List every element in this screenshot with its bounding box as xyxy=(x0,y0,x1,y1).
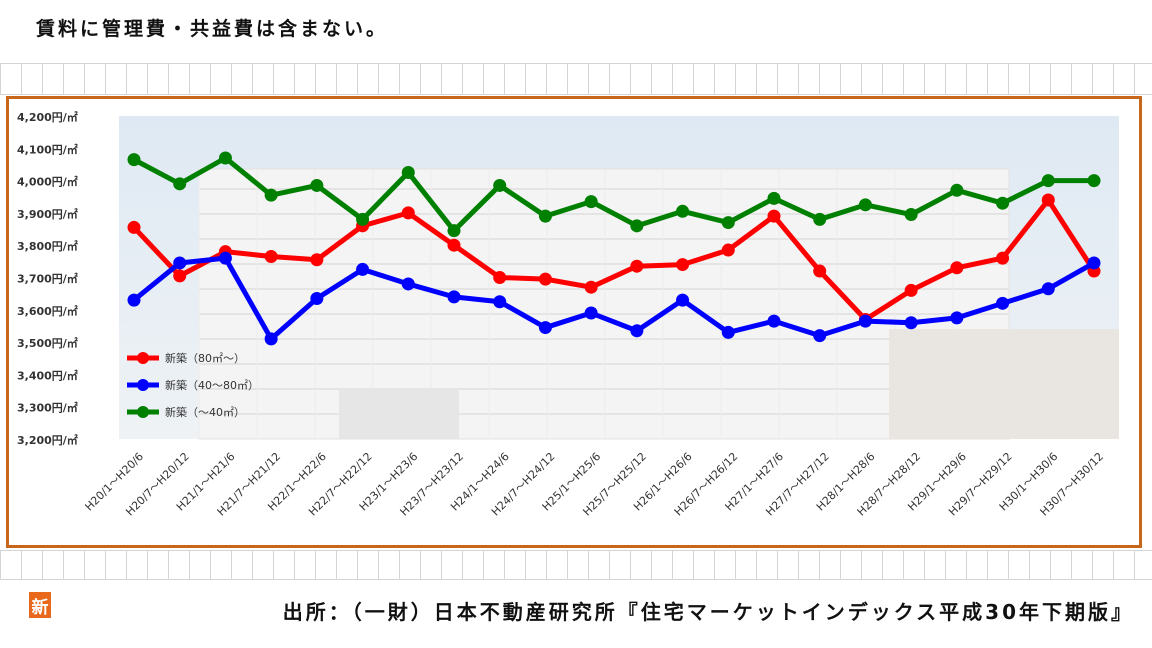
data-point xyxy=(858,314,872,328)
data-point xyxy=(721,216,735,230)
data-point xyxy=(767,191,781,205)
data-point xyxy=(493,295,507,309)
data-point xyxy=(173,256,187,270)
data-point xyxy=(767,314,781,328)
legend-label: 新築（80㎡～） xyxy=(165,351,245,365)
data-point xyxy=(173,177,187,191)
grid-strip-top xyxy=(0,63,1152,95)
y-tick-label: 3,900円/㎡ xyxy=(17,207,78,221)
data-point xyxy=(1041,174,1055,188)
data-point xyxy=(1041,282,1055,296)
foreground-building xyxy=(339,389,459,439)
series-line-2 xyxy=(132,255,1096,342)
legend-label: 新築（40～80㎡） xyxy=(165,378,259,392)
data-point xyxy=(676,293,690,307)
y-tick-label: 3,300円/㎡ xyxy=(17,401,78,415)
data-point xyxy=(584,306,598,320)
right-building xyxy=(889,329,1119,439)
data-point xyxy=(447,238,461,252)
data-point xyxy=(676,204,690,218)
y-tick-label: 4,100円/㎡ xyxy=(17,142,78,156)
chart-frame: 4,200円/㎡ 4,100円/㎡ 4,000円/㎡ 3,900円/㎡ 3,800円/㎡… xyxy=(6,96,1142,618)
data-point xyxy=(310,178,324,192)
data-point xyxy=(584,280,598,294)
data-point xyxy=(264,332,278,346)
data-point xyxy=(264,188,278,202)
data-point xyxy=(813,329,827,343)
data-point xyxy=(401,166,415,180)
y-tick-label: 3,600円/㎡ xyxy=(17,304,78,318)
legend-swatch-marker xyxy=(137,352,149,364)
data-point xyxy=(447,290,461,304)
data-point xyxy=(264,250,278,264)
data-point xyxy=(996,196,1010,210)
data-point xyxy=(950,311,964,325)
data-point xyxy=(950,183,964,197)
data-point xyxy=(904,316,918,330)
y-tick-label: 4,200円/㎡ xyxy=(17,110,78,124)
data-point xyxy=(310,291,324,305)
data-point xyxy=(950,261,964,275)
data-point xyxy=(218,251,232,265)
note-text: 賃料に管理費・共益費は含まない。 xyxy=(36,18,389,40)
legend-label: 新築（～40㎡） xyxy=(165,405,245,419)
data-point xyxy=(630,324,644,338)
data-point xyxy=(447,224,461,238)
data-point xyxy=(630,219,644,233)
data-point xyxy=(356,262,370,276)
source-text: 出所：（一財）日本不動産研究所『住宅マーケットインデックス平成30年下期版』 xyxy=(282,600,1134,624)
y-tick-label: 4,000円/㎡ xyxy=(17,175,78,189)
y-tick-label: 3,800円/㎡ xyxy=(17,239,78,253)
data-point xyxy=(401,277,415,291)
data-point xyxy=(904,283,918,297)
new-badge-icon: 新 xyxy=(29,592,51,618)
data-point xyxy=(767,209,781,223)
data-point xyxy=(813,264,827,278)
series-line-1 xyxy=(132,197,1097,322)
legend-swatch-marker xyxy=(137,379,149,391)
series-line-3 xyxy=(132,155,1094,234)
data-point xyxy=(1087,256,1101,270)
data-point xyxy=(996,251,1010,265)
grid-strip-bottom xyxy=(0,550,1152,580)
data-point xyxy=(538,209,552,223)
data-point xyxy=(721,243,735,257)
data-point xyxy=(584,195,598,209)
data-point xyxy=(538,321,552,335)
data-point xyxy=(904,208,918,222)
data-point xyxy=(127,293,141,307)
data-point xyxy=(538,272,552,286)
data-point xyxy=(173,269,187,283)
data-point xyxy=(630,259,644,273)
y-tick-label: 3,400円/㎡ xyxy=(17,368,78,382)
data-point xyxy=(356,212,370,226)
data-point xyxy=(218,151,232,165)
data-point xyxy=(310,253,324,267)
legend-swatch-marker xyxy=(137,406,149,418)
data-point xyxy=(401,206,415,220)
data-point xyxy=(493,271,507,284)
data-point xyxy=(1087,174,1101,188)
data-point xyxy=(858,198,872,212)
data-point xyxy=(721,325,735,339)
data-point xyxy=(493,178,507,192)
data-point xyxy=(813,212,827,226)
line-chart: 4,200円/㎡ 4,100円/㎡ 4,000円/㎡ 3,900円/㎡ 3,800円/㎡… xyxy=(17,110,1119,518)
y-tick-label: 3,700円/㎡ xyxy=(17,272,78,286)
data-point xyxy=(676,258,690,272)
data-point xyxy=(996,296,1010,310)
y-tick-label: 3,200円/㎡ xyxy=(17,433,78,447)
data-point xyxy=(127,153,141,167)
y-tick-label: 3,500円/㎡ xyxy=(17,336,78,350)
data-point xyxy=(127,220,141,234)
data-point xyxy=(1041,193,1055,207)
